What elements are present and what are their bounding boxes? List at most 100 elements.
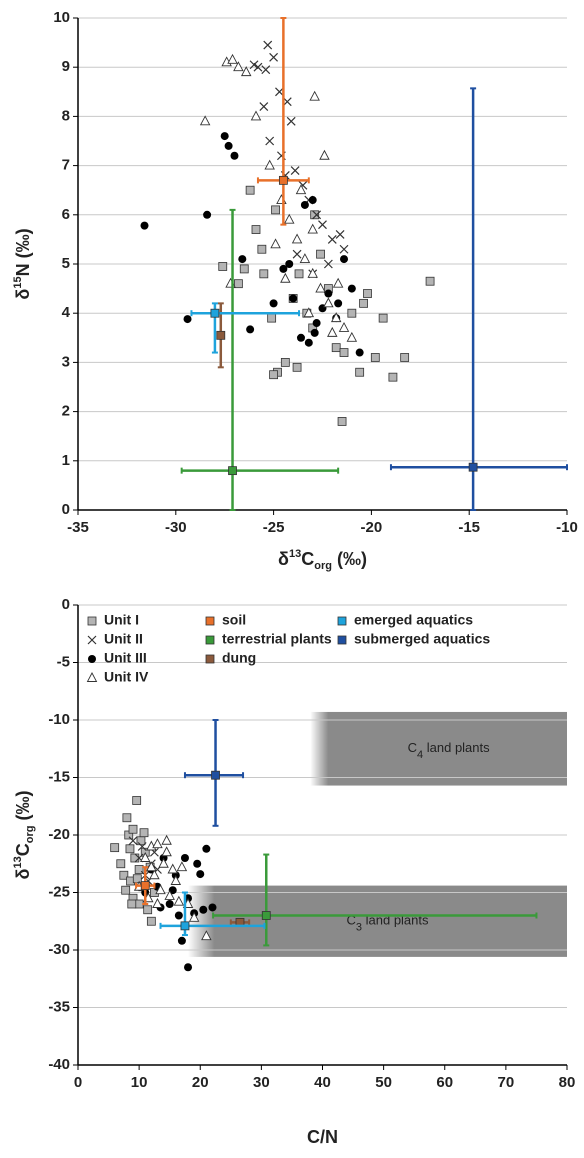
label-part: N (‰) — [13, 228, 33, 276]
point — [280, 272, 291, 283]
point — [319, 149, 330, 160]
point — [132, 796, 142, 805]
point — [161, 834, 172, 845]
point — [285, 260, 294, 268]
axis-label: C/N — [307, 1127, 338, 1147]
axis-label: δ13Corg (‰) — [278, 548, 367, 572]
y-tick-label: 5 — [62, 255, 70, 272]
y-tick-label: 2 — [62, 403, 70, 420]
point — [239, 264, 249, 274]
point — [299, 253, 311, 264]
point — [196, 870, 205, 879]
x-tick-label: 30 — [253, 1074, 270, 1091]
axis-label: δ13Corg (‰) — [12, 791, 36, 880]
point — [347, 284, 356, 293]
point — [269, 370, 279, 380]
point — [251, 225, 261, 234]
point — [309, 90, 320, 101]
point — [180, 854, 189, 862]
point — [327, 234, 337, 244]
x-tick-label: 0 — [74, 1074, 82, 1091]
point — [161, 846, 172, 857]
axis-label: δ15N (‰) — [12, 228, 33, 299]
label-part: δ — [278, 549, 289, 569]
point — [167, 863, 178, 874]
x-tick-label: -30 — [165, 519, 187, 536]
point — [152, 838, 163, 849]
legend-marker — [87, 635, 97, 645]
label-part: 4 — [417, 749, 423, 761]
point — [355, 367, 365, 377]
point — [211, 770, 220, 780]
point — [164, 889, 175, 900]
point — [132, 874, 142, 884]
point — [338, 321, 350, 332]
point — [233, 279, 243, 289]
point — [303, 307, 315, 318]
legend-label: submerged aquatics — [354, 631, 490, 647]
y-tick-label: 0 — [62, 501, 70, 518]
point — [116, 859, 126, 869]
label-part: (‰) — [332, 549, 367, 569]
point — [128, 824, 138, 834]
point — [334, 299, 343, 308]
point — [339, 244, 349, 254]
point — [300, 200, 309, 209]
point — [327, 326, 338, 337]
point — [324, 289, 333, 298]
point — [271, 205, 280, 215]
y-tick-label: -20 — [48, 826, 70, 843]
point — [143, 905, 153, 915]
point — [253, 62, 263, 72]
point — [127, 899, 137, 909]
point — [146, 861, 157, 872]
point — [269, 299, 278, 308]
region — [188, 885, 567, 957]
point — [307, 223, 318, 234]
point — [261, 911, 271, 920]
point — [263, 40, 273, 50]
x-tick-label: 70 — [498, 1074, 515, 1091]
point — [331, 343, 341, 353]
point — [122, 813, 132, 823]
legend-marker — [87, 616, 97, 626]
y-tick-label: 1 — [62, 452, 70, 469]
point — [400, 353, 410, 362]
point — [210, 308, 220, 318]
point — [125, 844, 135, 854]
legend-label: emerged aquatics — [354, 612, 473, 628]
label-part: C — [408, 740, 417, 755]
label-part: C — [301, 549, 314, 569]
point — [304, 338, 313, 347]
x-tick-label: 10 — [131, 1074, 148, 1091]
point — [249, 60, 259, 70]
point — [188, 911, 200, 922]
point — [335, 230, 345, 239]
point — [388, 372, 398, 382]
label-part: δ — [13, 868, 33, 879]
y-tick-label: 4 — [62, 304, 71, 321]
point — [140, 881, 150, 890]
legend-marker — [205, 635, 215, 645]
x-tick-label: 40 — [314, 1074, 331, 1091]
label-part: org — [314, 560, 332, 572]
legend-label: soil — [222, 612, 246, 628]
point — [259, 102, 269, 111]
point — [347, 308, 357, 318]
point — [227, 53, 238, 64]
label-part: 15 — [12, 276, 24, 288]
legend-marker — [86, 672, 98, 682]
axis-label: C4 land plants — [408, 740, 491, 760]
point — [286, 116, 296, 126]
point — [370, 353, 380, 362]
point — [269, 52, 279, 62]
label-part: C — [347, 913, 356, 928]
point — [110, 843, 120, 853]
point — [202, 844, 211, 853]
point — [315, 282, 326, 293]
point — [233, 61, 244, 72]
point — [228, 466, 237, 476]
point — [265, 136, 275, 146]
point — [279, 264, 288, 273]
